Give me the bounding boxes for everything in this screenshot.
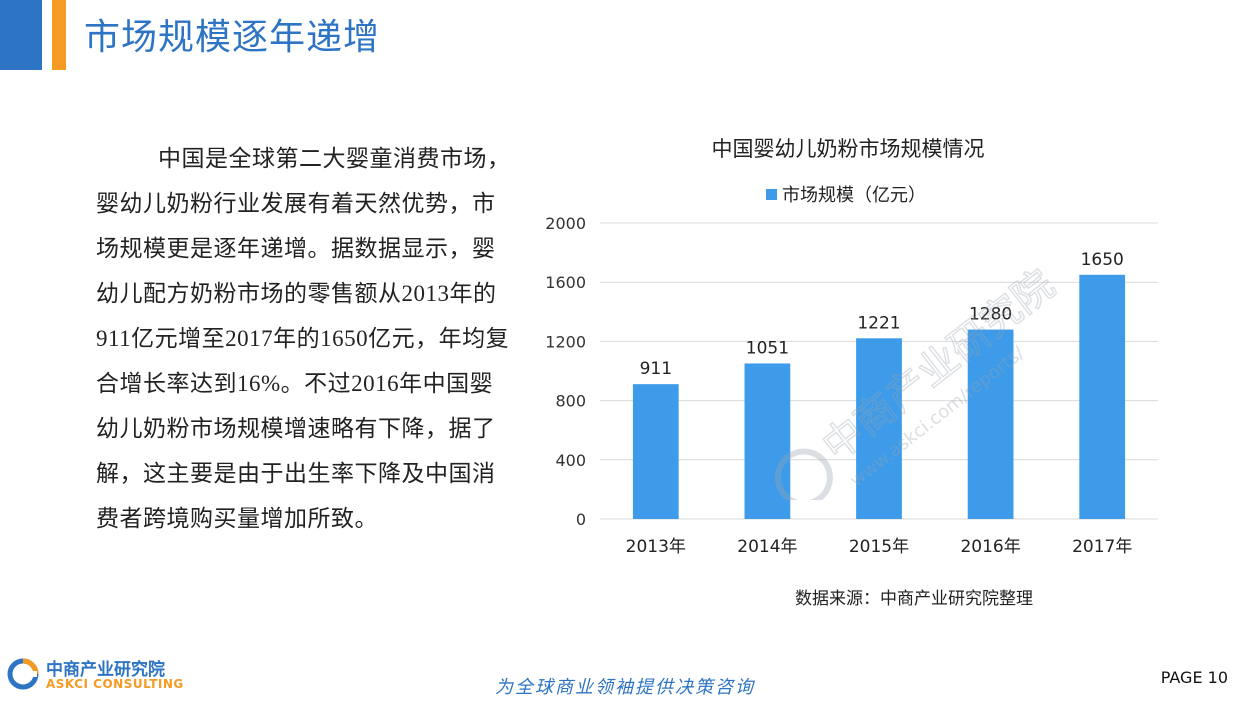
y-tick-label: 2000 <box>545 214 586 233</box>
legend-label: 市场规模（亿元） <box>782 185 926 206</box>
bar <box>967 329 1014 519</box>
title-accent-blue <box>0 0 42 70</box>
x-tick-label: 2014年 <box>737 537 797 557</box>
y-tick-label: 800 <box>555 392 586 411</box>
watermark-text-cn: 中商产业研究院 <box>814 262 1060 471</box>
x-axis: 2013年 2014年 2015年 2016年 2017年 <box>626 537 1133 557</box>
data-label: 1051 <box>746 338 789 358</box>
watermark-logo-icon <box>774 448 833 500</box>
footer-slogan: 为全球商业领袖提供决策咨询 <box>495 677 755 698</box>
bar-chart: 中国婴幼儿奶粉市场规模情况 市场规模（亿元） 0 400 800 1200 1600 20… <box>530 128 1170 618</box>
chart-title: 中国婴幼儿奶粉市场规模情况 <box>712 137 985 161</box>
x-tick-label: 2015年 <box>849 537 909 557</box>
bar <box>744 363 791 519</box>
x-tick-label: 2017年 <box>1072 537 1132 557</box>
y-tick-label: 1600 <box>545 273 586 292</box>
legend-swatch <box>766 189 777 200</box>
bar <box>1079 274 1126 519</box>
x-tick-label: 2016年 <box>960 537 1020 557</box>
body-paragraph: 中国是全球第二大婴童消费市场，婴幼儿奶粉行业发展有着天然优势，市场规模更是逐年递… <box>96 146 511 531</box>
data-label: 1650 <box>1081 250 1124 270</box>
page-number: PAGE 10 <box>1160 668 1228 687</box>
x-tick-label: 2013年 <box>626 537 686 557</box>
y-axis: 0 400 800 1200 1600 2000 <box>545 214 586 529</box>
askci-logo-icon <box>7 658 39 690</box>
logo-text-cn: 中商产业研究院 <box>46 660 165 680</box>
bars: 911 1051 1221 1280 1650 <box>632 250 1126 519</box>
bar <box>632 384 679 519</box>
y-tick-label: 0 <box>576 510 586 529</box>
data-label: 1280 <box>969 305 1012 325</box>
y-tick-label: 1200 <box>545 332 586 351</box>
logo-text-en: ASKCI CONSULTING <box>46 677 184 691</box>
y-tick-label: 400 <box>555 451 586 470</box>
bar <box>856 338 902 519</box>
chart-svg: 中国婴幼儿奶粉市场规模情况 市场规模（亿元） 0 400 800 1200 1600 20… <box>545 137 1158 557</box>
data-label: 911 <box>640 359 672 379</box>
watermark: 中商产业研究院 www.askci.com/reports/ <box>774 261 1060 500</box>
source-text: 数据来源：中商产业研究院整理 <box>795 589 1033 609</box>
footer-logo: 中商产业研究院 ASKCI CONSULTING <box>6 655 206 695</box>
title-accent-orange <box>52 0 66 70</box>
data-label: 1221 <box>857 313 900 333</box>
page-title: 市场规模逐年递增 <box>84 17 381 58</box>
